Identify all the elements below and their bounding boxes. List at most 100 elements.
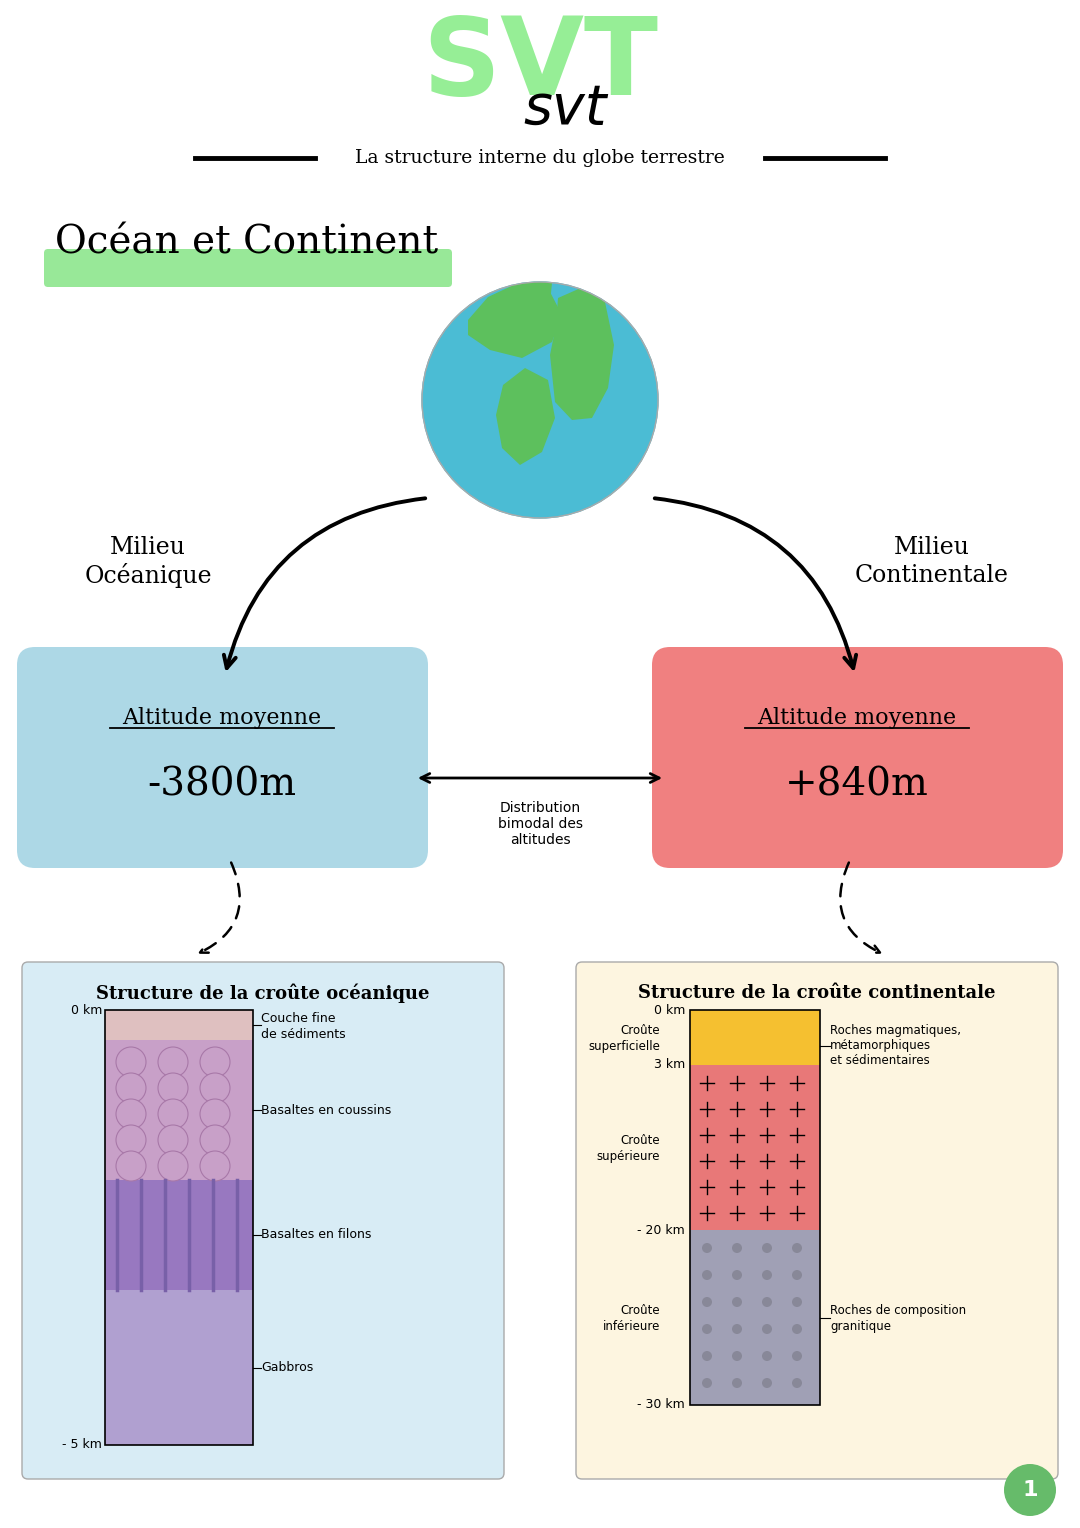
Text: Altitude moyenne: Altitude moyenne — [122, 707, 322, 729]
Bar — [690, 1010, 820, 1406]
Circle shape — [200, 1151, 230, 1181]
Circle shape — [702, 1323, 712, 1334]
Text: 0 km: 0 km — [653, 1004, 685, 1016]
Circle shape — [762, 1378, 772, 1387]
Bar — [105, 1010, 253, 1041]
Circle shape — [702, 1378, 712, 1387]
Circle shape — [792, 1270, 802, 1280]
Text: supérieure: supérieure — [596, 1151, 660, 1163]
Circle shape — [762, 1323, 772, 1334]
Text: 0 km: 0 km — [70, 1004, 102, 1016]
Text: altitudes: altitudes — [510, 833, 570, 847]
Circle shape — [702, 1297, 712, 1306]
Text: bimodal des: bimodal des — [498, 817, 582, 831]
Text: et sédimentaires: et sédimentaires — [831, 1054, 930, 1067]
Bar — [105, 1180, 253, 1290]
Text: Océanique: Océanique — [84, 562, 212, 587]
Bar — [690, 1230, 820, 1406]
Text: - 5 km: - 5 km — [63, 1438, 102, 1452]
Circle shape — [116, 1047, 146, 1077]
Text: svt: svt — [523, 81, 607, 134]
Circle shape — [792, 1351, 802, 1361]
FancyArrowPatch shape — [224, 498, 426, 668]
Text: La structure interne du globe terrestre: La structure interne du globe terrestre — [355, 150, 725, 167]
Text: Milieu: Milieu — [894, 536, 970, 559]
Text: superficielle: superficielle — [589, 1041, 660, 1053]
Circle shape — [792, 1323, 802, 1334]
Circle shape — [762, 1242, 772, 1253]
Text: Distribution: Distribution — [499, 801, 581, 814]
Bar — [690, 1010, 820, 1065]
Text: de sédiments: de sédiments — [261, 1027, 346, 1041]
Text: Roches magmatiques,: Roches magmatiques, — [831, 1024, 961, 1038]
Circle shape — [116, 1151, 146, 1181]
Circle shape — [200, 1047, 230, 1077]
Text: Gabbros: Gabbros — [261, 1361, 313, 1374]
Circle shape — [158, 1151, 188, 1181]
Circle shape — [1004, 1464, 1056, 1516]
FancyBboxPatch shape — [652, 646, 1063, 868]
Circle shape — [732, 1323, 742, 1334]
Circle shape — [200, 1099, 230, 1129]
Circle shape — [158, 1047, 188, 1077]
FancyBboxPatch shape — [22, 963, 504, 1479]
Bar — [690, 1065, 820, 1230]
Text: +840m: +840m — [785, 767, 929, 804]
Text: 1: 1 — [1023, 1481, 1038, 1500]
Text: Croûte: Croûte — [620, 1024, 660, 1038]
Text: métamorphiques: métamorphiques — [831, 1039, 931, 1051]
Text: 3 km: 3 km — [653, 1059, 685, 1071]
Bar — [105, 1041, 253, 1180]
FancyArrowPatch shape — [840, 862, 880, 952]
Circle shape — [732, 1297, 742, 1306]
Text: Structure de la croûte continentale: Structure de la croûte continentale — [638, 984, 996, 1002]
FancyBboxPatch shape — [44, 249, 453, 287]
Bar — [105, 1290, 253, 1445]
Circle shape — [792, 1378, 802, 1387]
Text: Basaltes en filons: Basaltes en filons — [261, 1229, 372, 1241]
Polygon shape — [496, 368, 555, 465]
Polygon shape — [550, 287, 615, 420]
Circle shape — [762, 1270, 772, 1280]
Circle shape — [200, 1073, 230, 1103]
Polygon shape — [468, 283, 562, 358]
Circle shape — [762, 1297, 772, 1306]
Circle shape — [732, 1378, 742, 1387]
FancyArrowPatch shape — [654, 498, 856, 668]
FancyBboxPatch shape — [576, 963, 1058, 1479]
Text: SVT: SVT — [422, 12, 658, 118]
Text: Croûte: Croûte — [620, 1303, 660, 1317]
Circle shape — [792, 1297, 802, 1306]
Text: Basaltes en coussins: Basaltes en coussins — [261, 1103, 391, 1117]
Text: Roches de composition: Roches de composition — [831, 1303, 967, 1317]
Text: Océan et Continent: Océan et Continent — [55, 225, 438, 261]
Circle shape — [732, 1270, 742, 1280]
Circle shape — [422, 283, 658, 518]
Circle shape — [116, 1073, 146, 1103]
Text: -3800m: -3800m — [148, 767, 297, 804]
Circle shape — [158, 1073, 188, 1103]
Bar — [105, 1010, 253, 1445]
Text: granitique: granitique — [831, 1320, 891, 1332]
Circle shape — [200, 1125, 230, 1155]
Text: inférieure: inférieure — [603, 1320, 660, 1332]
Text: Milieu: Milieu — [110, 536, 186, 559]
Circle shape — [116, 1125, 146, 1155]
Circle shape — [792, 1242, 802, 1253]
FancyArrowPatch shape — [200, 862, 240, 952]
Text: Couche fine: Couche fine — [261, 1013, 336, 1025]
Circle shape — [702, 1242, 712, 1253]
Polygon shape — [510, 277, 552, 309]
FancyBboxPatch shape — [17, 646, 428, 868]
Circle shape — [702, 1351, 712, 1361]
Circle shape — [732, 1351, 742, 1361]
Text: Croûte: Croûte — [620, 1134, 660, 1148]
Circle shape — [732, 1242, 742, 1253]
Circle shape — [158, 1099, 188, 1129]
Circle shape — [116, 1099, 146, 1129]
Text: - 20 km: - 20 km — [637, 1224, 685, 1236]
Text: Altitude moyenne: Altitude moyenne — [757, 707, 957, 729]
Circle shape — [702, 1270, 712, 1280]
Text: Structure de la croûte océanique: Structure de la croûte océanique — [96, 983, 430, 1002]
Text: - 30 km: - 30 km — [637, 1398, 685, 1412]
